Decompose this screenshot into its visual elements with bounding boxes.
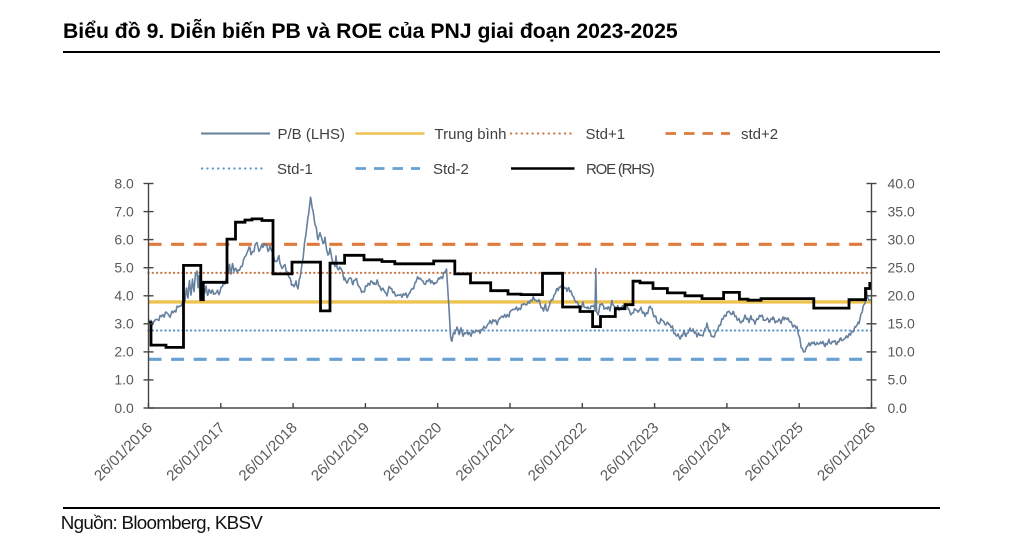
svg-text:3.0: 3.0 bbox=[114, 316, 134, 332]
svg-text:40.0: 40.0 bbox=[888, 175, 915, 191]
svg-text:7.0: 7.0 bbox=[114, 203, 134, 219]
svg-text:0.0: 0.0 bbox=[888, 400, 908, 416]
svg-text:4.0: 4.0 bbox=[114, 288, 134, 304]
svg-text:ROE (RHS): ROE (RHS) bbox=[586, 161, 655, 178]
svg-text:8.0: 8.0 bbox=[114, 175, 134, 191]
svg-text:Trung bình: Trung bình bbox=[435, 126, 507, 143]
svg-text:5.0: 5.0 bbox=[114, 260, 134, 276]
svg-text:std+2: std+2 bbox=[741, 126, 778, 143]
svg-text:35.0: 35.0 bbox=[888, 203, 915, 219]
svg-text:P/B (LHS): P/B (LHS) bbox=[278, 126, 346, 143]
svg-text:1.0: 1.0 bbox=[114, 372, 134, 388]
svg-text:20.0: 20.0 bbox=[888, 288, 915, 304]
svg-text:10.0: 10.0 bbox=[888, 344, 915, 360]
svg-text:25.0: 25.0 bbox=[888, 260, 915, 276]
svg-text:5.0: 5.0 bbox=[888, 372, 908, 388]
svg-text:6.0: 6.0 bbox=[114, 231, 134, 247]
svg-text:0.0: 0.0 bbox=[114, 400, 134, 416]
svg-text:Std+1: Std+1 bbox=[586, 126, 626, 143]
svg-text:15.0: 15.0 bbox=[888, 316, 915, 332]
svg-text:Std-2: Std-2 bbox=[433, 161, 469, 178]
svg-text:2.0: 2.0 bbox=[114, 344, 134, 360]
svg-text:30.0: 30.0 bbox=[888, 231, 915, 247]
svg-text:Std-1: Std-1 bbox=[277, 161, 313, 178]
